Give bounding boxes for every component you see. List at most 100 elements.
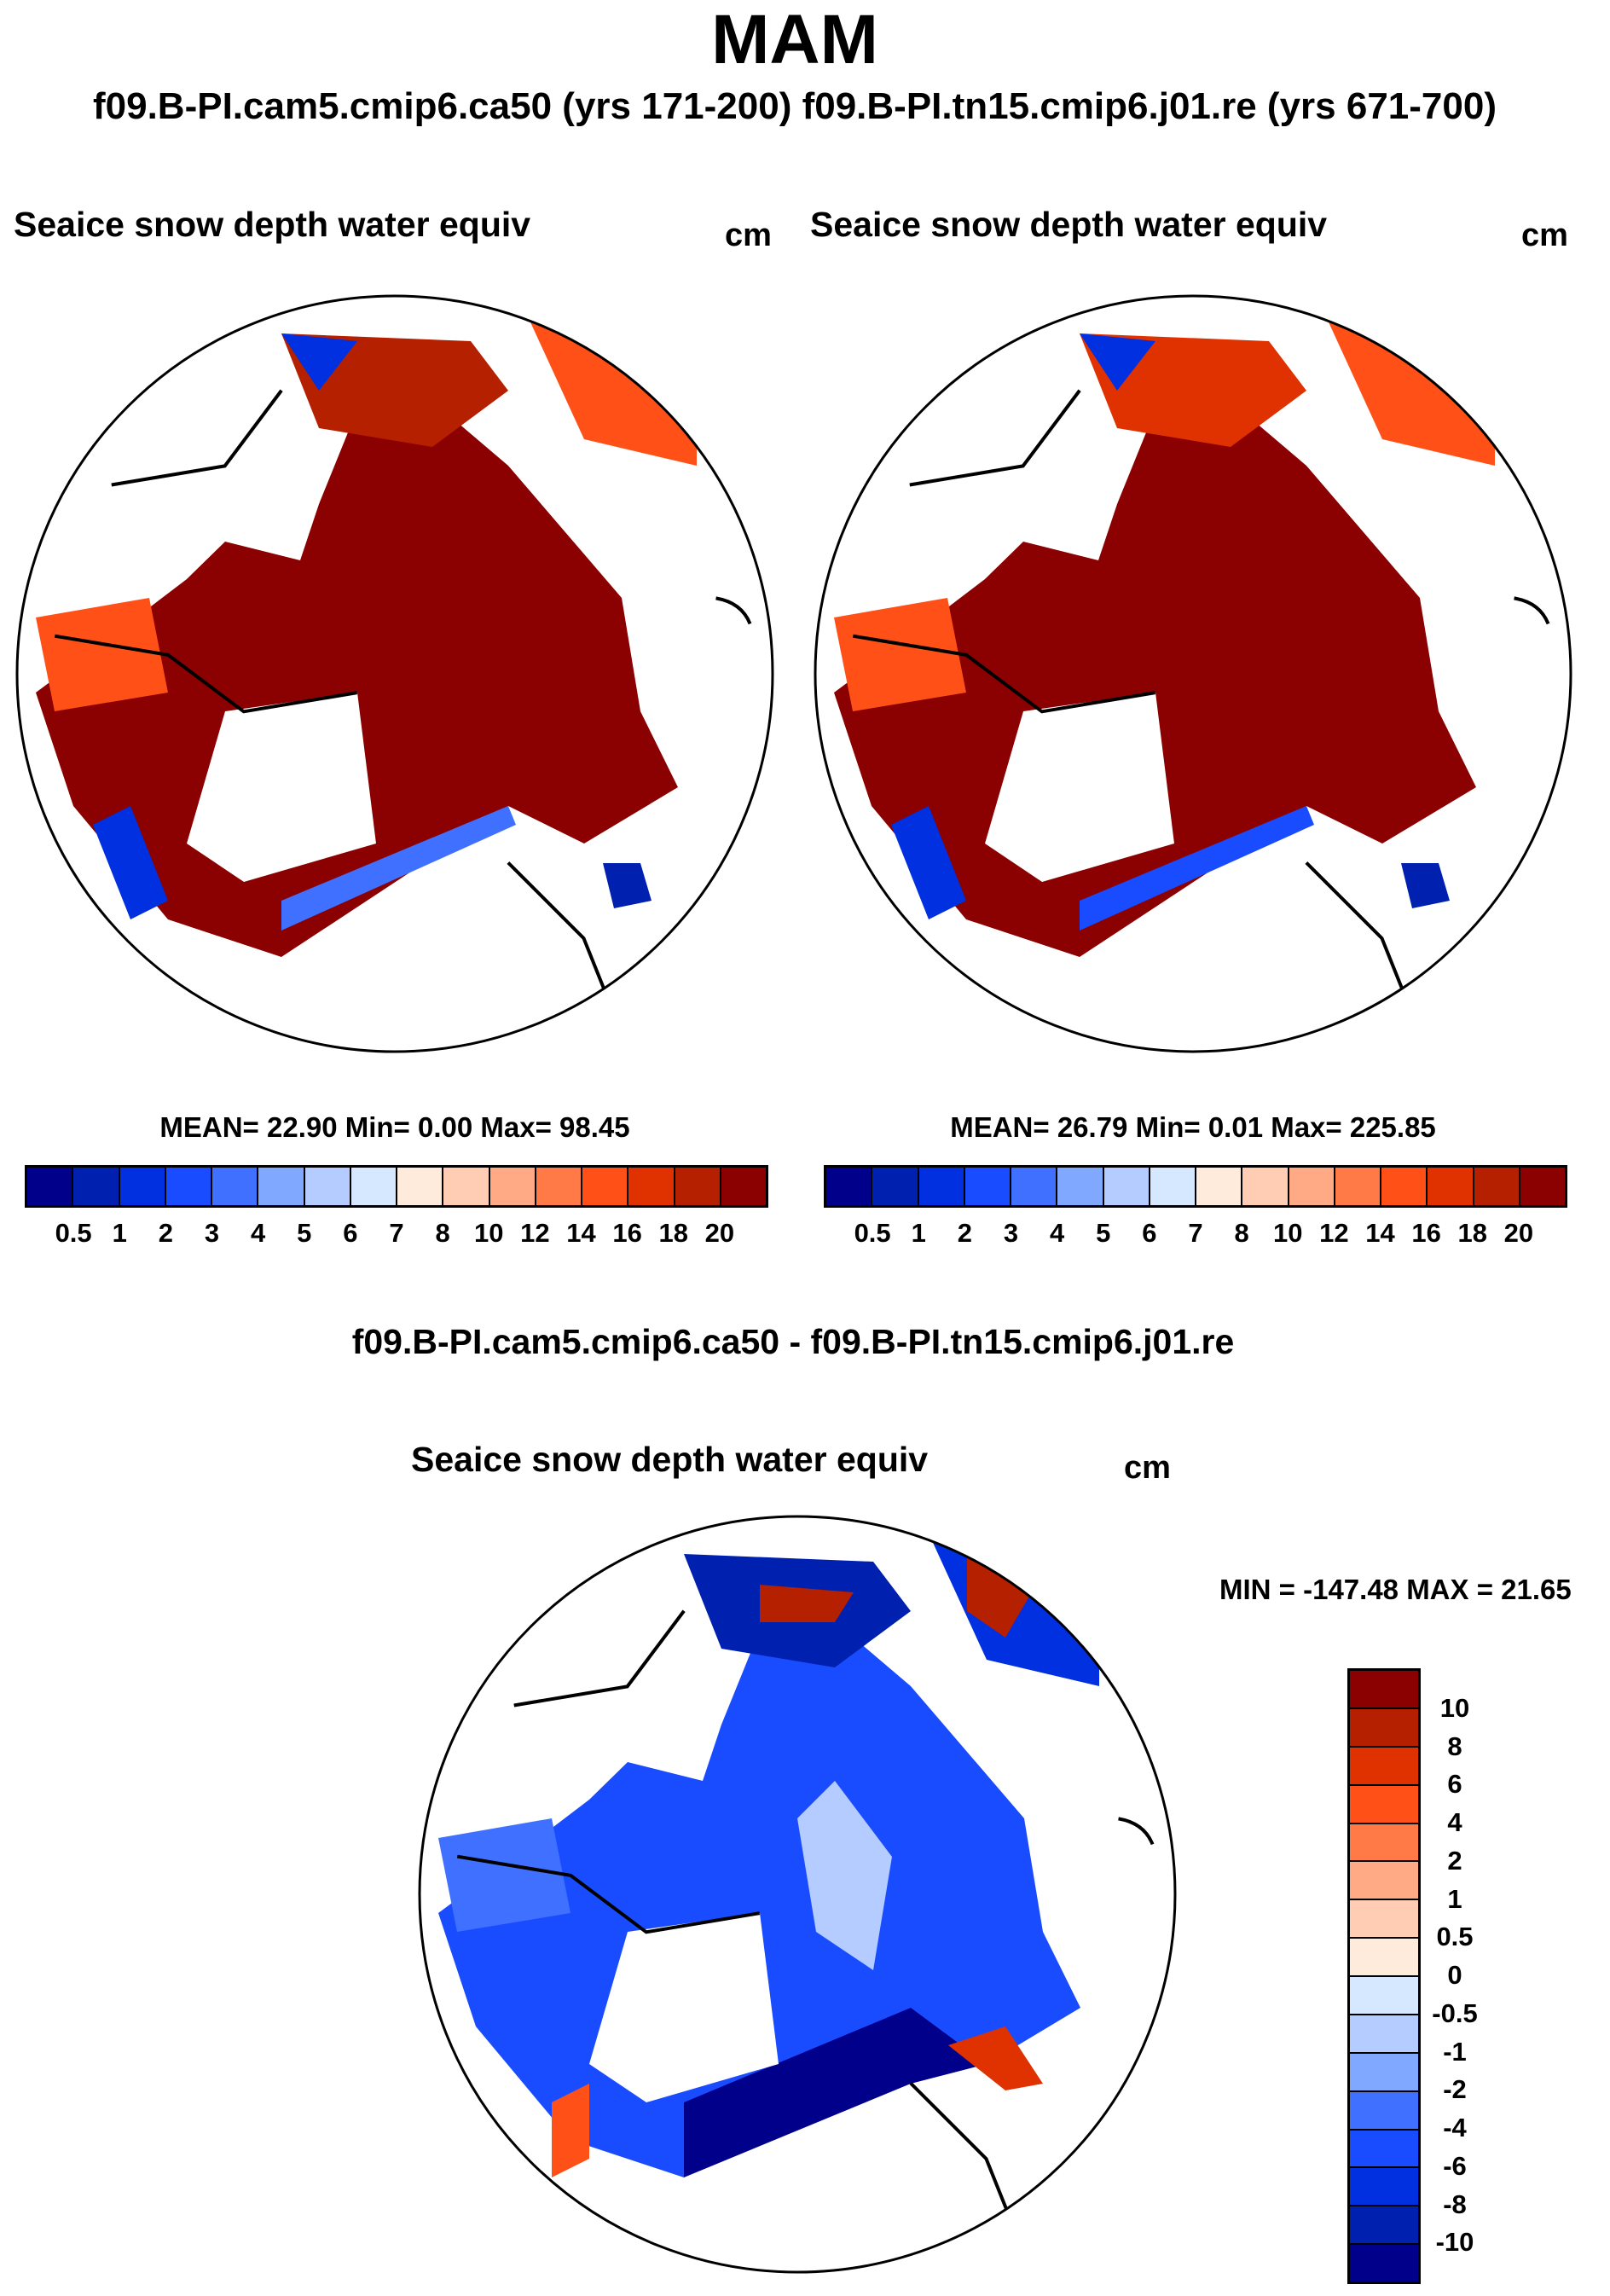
colorbar-swatch — [1350, 1900, 1418, 1939]
sea-ice-region — [552, 2084, 589, 2177]
colorbar-swatch — [582, 1168, 629, 1205]
left-stats: MEAN= 22.90 Min= 0.00 Max= 98.45 — [159, 1111, 630, 1143]
sea-ice-region — [834, 598, 966, 711]
colorbar-swatch — [1057, 1168, 1104, 1205]
main-title: MAM — [711, 1, 878, 78]
sea-ice-region — [1401, 863, 1450, 908]
colorbar-tick-label: 2 — [957, 1218, 972, 1248]
colorbar-swatch — [721, 1168, 766, 1205]
left-panel-units: cm — [725, 217, 772, 253]
colorbar-tick-label: 7 — [389, 1218, 404, 1248]
right-panel-title: Seaice snow depth water equiv — [810, 205, 1328, 244]
left-colorbar — [25, 1165, 768, 1208]
diff-stats: MIN = -147.48 MAX = 21.65 — [1219, 1574, 1572, 1605]
colorbar-tick-label: 16 — [612, 1218, 642, 1248]
sea-ice-region — [797, 1781, 892, 1970]
sea-ice-region — [281, 333, 357, 391]
colorbar-swatch — [1350, 1977, 1418, 2015]
colorbar-swatch — [489, 1168, 536, 1205]
colorbar-swatch — [1103, 1168, 1150, 1205]
sea-ice-edge — [1080, 806, 1314, 931]
colorbar-tick-label: 3 — [204, 1218, 220, 1248]
right-panel-units: cm — [1521, 217, 1568, 253]
colorbar-tick-label: 0.5 — [1436, 1922, 1474, 1952]
map-boundary — [814, 294, 1572, 1053]
colorbar-tick-label: 2 — [158, 1218, 173, 1248]
map-boundary — [418, 1515, 1177, 2274]
colorbar-swatch — [397, 1168, 444, 1205]
colorbar-tick-label: 1 — [112, 1218, 127, 1248]
colorbar-swatch — [1242, 1168, 1289, 1205]
colorbar-swatch — [1474, 1168, 1520, 1205]
colorbar-tick-label: 0.5 — [55, 1218, 92, 1248]
colorbar-tick-label: 5 — [1096, 1218, 1111, 1248]
colorbar-tick-label: 4 — [1447, 1807, 1462, 1837]
colorbar-tick-label: 0 — [1447, 1960, 1462, 1990]
colorbar-tick-label: 1 — [911, 1218, 926, 1248]
colorbar-tick-label: 8 — [1234, 1218, 1249, 1248]
colorbar-tick-label: 0.5 — [854, 1218, 891, 1248]
colorbar-tick-label: 8 — [435, 1218, 450, 1248]
colorbar-tick-label: 1 — [1447, 1883, 1462, 1914]
colorbar-tick-label: 5 — [297, 1218, 312, 1248]
colorbar-tick-label: -6 — [1443, 2150, 1467, 2181]
colorbar-tick-label: 12 — [1319, 1218, 1349, 1248]
colorbar-swatch — [1350, 1785, 1418, 1824]
colorbar-swatch — [1350, 2015, 1418, 2054]
colorbar-tick-label: 16 — [1411, 1218, 1441, 1248]
colorbar-swatch — [1150, 1168, 1196, 1205]
colorbar-swatch — [964, 1168, 1011, 1205]
left-panel-title: Seaice snow depth water equiv — [14, 205, 531, 244]
colorbar-swatch — [350, 1168, 397, 1205]
sea-ice-region — [684, 2008, 987, 2177]
colorbar-tick-label: 10 — [1439, 1692, 1470, 1723]
diff-colorbar — [1347, 1668, 1421, 2284]
colorbar-tick-label: 4 — [251, 1218, 266, 1248]
colorbar-tick-label: 12 — [520, 1218, 550, 1248]
colorbar-swatch — [826, 1168, 873, 1205]
sea-ice-region — [438, 1818, 570, 1932]
colorbar-tick-label: 7 — [1188, 1218, 1203, 1248]
colorbar-tick-label: 6 — [1447, 1769, 1462, 1800]
diff-polar-map — [418, 1515, 1177, 2274]
colorbar-tick-label: -1 — [1443, 2036, 1467, 2067]
greenland-land — [187, 693, 376, 882]
colorbar-tick-label: -0.5 — [1432, 1997, 1478, 2028]
colorbar-swatch — [1350, 2168, 1418, 2207]
colorbar-tick-label: -10 — [1435, 2227, 1474, 2258]
colorbar-swatch — [1381, 1168, 1428, 1205]
field-layer — [438, 1535, 1155, 2254]
colorbar-swatch — [1350, 1862, 1418, 1901]
colorbar-swatch — [1350, 2130, 1418, 2169]
colorbar-tick-label: 20 — [1503, 1218, 1534, 1248]
map-boundary — [15, 294, 774, 1053]
sea-ice-region — [603, 863, 652, 908]
sea-ice-edge — [93, 806, 168, 919]
colorbar-swatch — [1350, 2245, 1418, 2282]
colorbar-swatch — [165, 1168, 212, 1205]
colorbar-swatch — [1520, 1168, 1565, 1205]
sea-ice-edge — [891, 806, 966, 919]
sea-ice-region — [1080, 333, 1155, 391]
sea-ice-edge — [281, 806, 516, 931]
colorbar-tick-label: 10 — [474, 1218, 504, 1248]
colorbar-swatch — [1350, 1708, 1418, 1748]
sea-ice-region — [948, 2026, 1043, 2090]
colorbar-tick-label: 14 — [1365, 1218, 1395, 1248]
coastline — [456, 1609, 1155, 2254]
right-polar-map — [814, 294, 1572, 1053]
diff-heading: f09.B-PI.cam5.cmip6.ca50 - f09.B-PI.tn15… — [351, 1322, 1235, 1361]
colorbar-swatch — [258, 1168, 305, 1205]
colorbar-swatch — [27, 1168, 74, 1205]
colorbar-swatch — [1196, 1168, 1243, 1205]
colorbar-tick-label: 2 — [1447, 1845, 1462, 1876]
colorbar-swatch — [1428, 1168, 1474, 1205]
colorbar-swatch — [119, 1168, 166, 1205]
sea-ice-region — [36, 598, 168, 711]
coastline — [852, 389, 1550, 1034]
case-subtitle: f09.B-PI.cam5.cmip6.ca50 (yrs 171-200) f… — [92, 85, 1497, 127]
colorbar-tick-label: -4 — [1443, 2113, 1467, 2142]
colorbar-swatch — [1350, 1747, 1418, 1786]
greenland-land — [589, 1913, 779, 2102]
